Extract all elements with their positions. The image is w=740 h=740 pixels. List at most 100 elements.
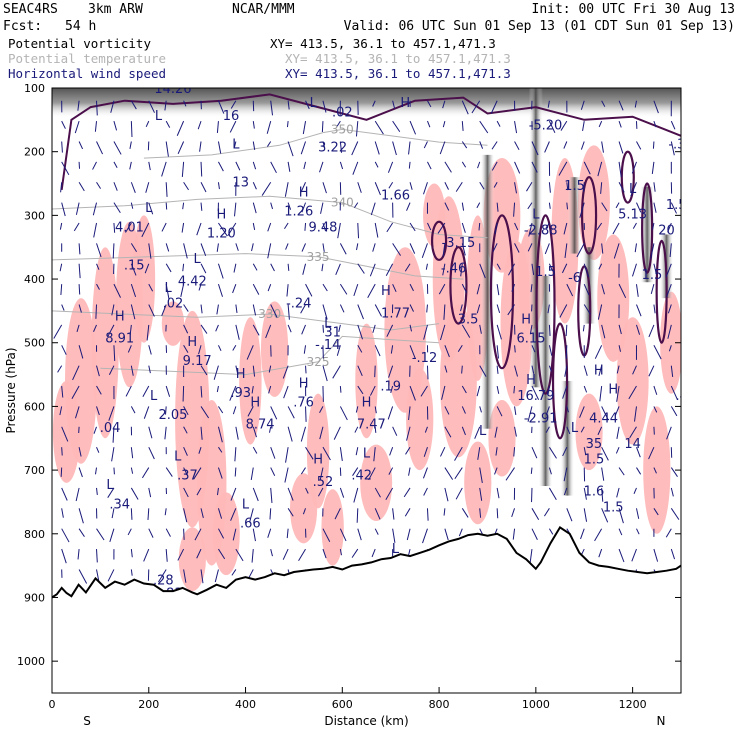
hl-label: H [115, 309, 125, 324]
south-label: S [83, 714, 91, 728]
wind-arrow [181, 222, 185, 233]
wind-arrow [357, 365, 363, 377]
wind-arrow [598, 548, 603, 558]
wind-arrow [78, 181, 85, 192]
wind-arrow [670, 487, 674, 497]
wind-arrow [404, 508, 411, 517]
wind-arrow [583, 283, 590, 296]
wind-arrow [563, 141, 568, 149]
wind-arrow [476, 304, 481, 314]
wind-arrow [548, 324, 551, 336]
wind-arrow [252, 121, 255, 129]
wind-arrow [563, 222, 568, 235]
wind-arrow [96, 263, 100, 270]
wind-arrow [78, 141, 84, 150]
wind-arrow [112, 243, 115, 259]
hl-label: H [521, 313, 531, 328]
hl-label: L [164, 281, 172, 296]
wind-arrow [460, 263, 463, 277]
wind-arrow [631, 263, 637, 277]
wind-arrow [270, 304, 278, 318]
wind-arrow [374, 222, 379, 238]
wind-arrow [74, 120, 80, 134]
pink-region [239, 317, 262, 445]
wind-arrow [636, 467, 642, 475]
wind-arrow [354, 426, 359, 433]
wind-arrow [618, 100, 624, 111]
wind-arrow [339, 141, 343, 153]
wind-arrow [217, 426, 223, 443]
hl-label: 1.66 [381, 188, 410, 203]
hl-label: L [392, 542, 400, 557]
wind-arrow [96, 181, 102, 189]
wind-arrow [392, 141, 397, 156]
wind-arrow [319, 467, 324, 481]
wind-arrow [357, 345, 363, 353]
wind-arrow [492, 243, 498, 252]
wind-arrow [545, 222, 550, 229]
hl-label: 14 [624, 437, 641, 452]
wind-arrow [282, 365, 289, 379]
x-tick-label: 600 [332, 698, 353, 711]
wind-arrow [148, 243, 152, 259]
wind-arrow [598, 365, 603, 376]
wind-arrow [392, 528, 396, 543]
wind-arrow [408, 406, 411, 421]
hl-label: L [682, 516, 690, 531]
wind-arrow [594, 345, 603, 359]
wind-arrow [165, 120, 171, 128]
wind-arrow [337, 222, 341, 239]
wind-arrow [268, 365, 272, 373]
hl-label: L [150, 389, 158, 404]
wind-arrow [374, 528, 379, 535]
wind-arrow [125, 222, 132, 233]
wind-arrow [392, 100, 396, 109]
wind-arrow [442, 120, 446, 128]
wind-arrow [200, 243, 207, 257]
wind-arrow [548, 365, 552, 372]
model-label: 3km ARW [88, 2, 143, 17]
wind-arrow [113, 182, 118, 191]
wind-arrow [148, 365, 151, 374]
wind-arrow [78, 508, 84, 524]
wind-arrow [618, 345, 622, 352]
field-name-pv: Potential vorticity [8, 36, 151, 51]
wind-arrow [165, 182, 168, 197]
wind-arrow [351, 548, 359, 558]
wind-arrow [351, 141, 359, 156]
wind-arrow [357, 304, 364, 320]
wind-arrow [322, 243, 325, 252]
wind-arrow [527, 202, 533, 210]
wind-arrow [302, 263, 307, 275]
wind-arrow [158, 569, 167, 583]
wind-arrow [252, 202, 257, 214]
hl-label: 1.5 [642, 268, 663, 283]
wind-arrow [164, 426, 167, 440]
wind-arrow [127, 345, 132, 353]
wind-arrow [196, 548, 202, 559]
hl-label: .02 [332, 106, 353, 121]
wind-arrow [385, 487, 394, 501]
wind-arrow [232, 345, 237, 351]
wind-arrow [235, 365, 239, 375]
wind-arrow [141, 467, 150, 479]
wind-arrow [545, 426, 550, 433]
wind-arrow [200, 202, 203, 211]
wind-arrow [183, 487, 189, 498]
wind-arrow [53, 324, 63, 339]
wind-arrow [438, 283, 446, 295]
wind-arrow [270, 447, 276, 459]
wind-arrow [444, 345, 450, 358]
wind-arrow [200, 426, 203, 440]
wind-arrow [666, 283, 672, 298]
wind-arrow [113, 120, 118, 131]
wind-arrow [601, 100, 606, 107]
wind-arrow [165, 467, 173, 477]
wind-arrow [322, 324, 324, 333]
hl-label: -5.20 [529, 118, 563, 133]
theta-contour-label: 330 [258, 307, 281, 321]
wind-arrow [616, 426, 620, 439]
hl-label: 1.5 [666, 198, 687, 213]
wind-arrow [618, 467, 625, 476]
wind-arrow [286, 121, 289, 128]
